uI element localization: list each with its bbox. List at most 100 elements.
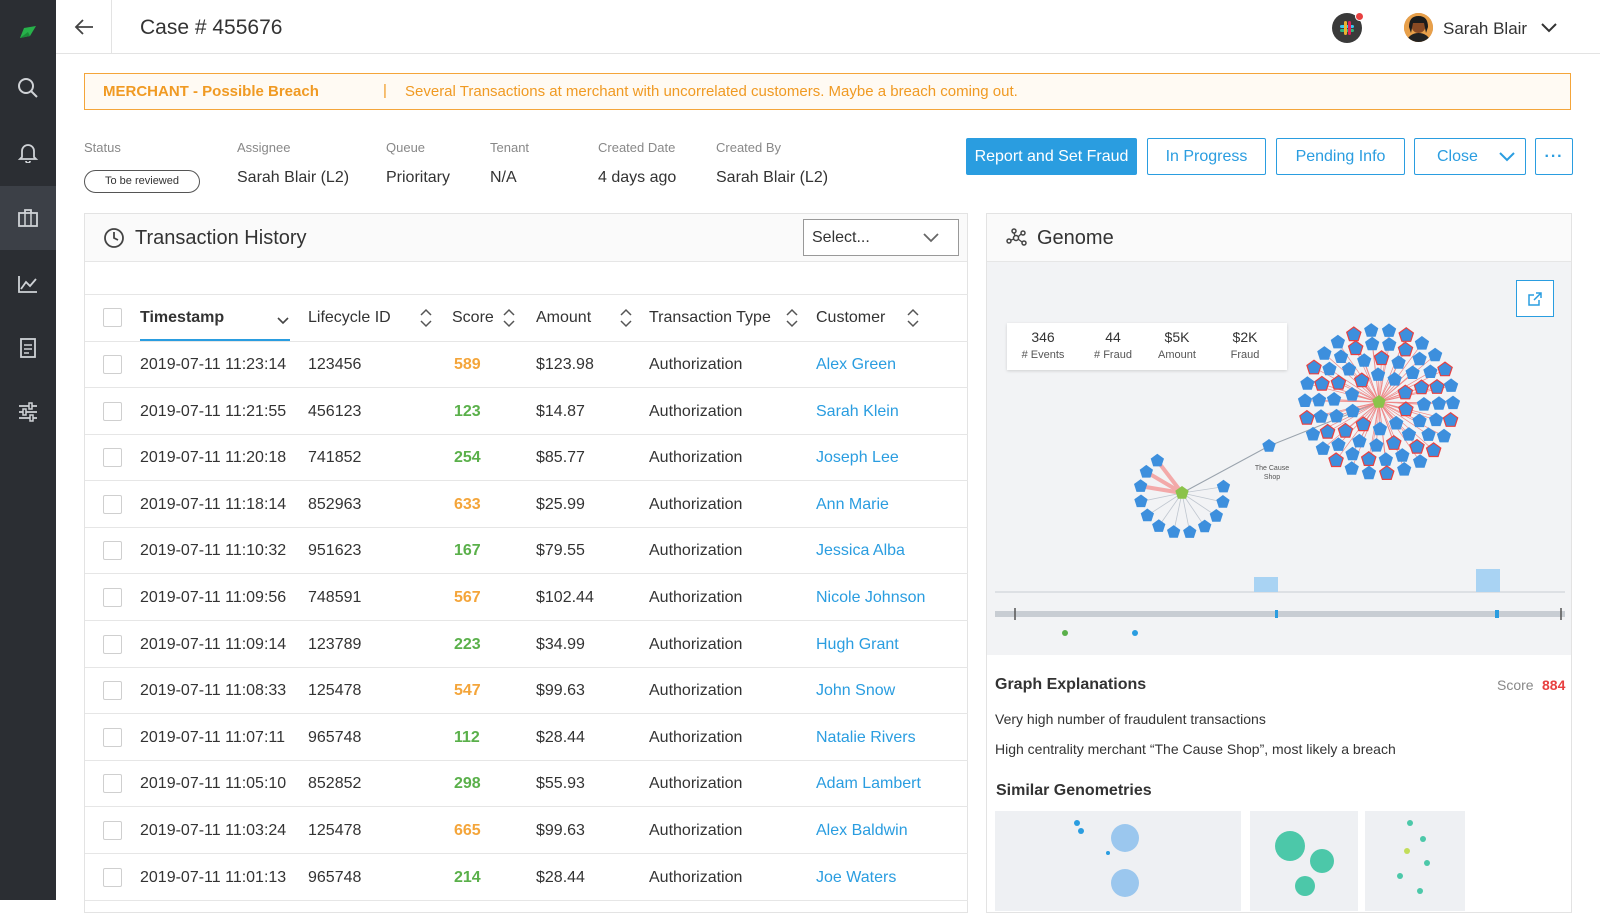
table-row[interactable]: 2019-07-11 11:01:13 965748 214 $28.44 Author… [85, 855, 968, 901]
graph-node [1389, 415, 1404, 430]
customer-link[interactable]: Jessica Alba [816, 542, 905, 560]
graph-edge [1181, 492, 1217, 517]
graph-node [1314, 375, 1330, 391]
expand-graph-button[interactable] [1516, 280, 1554, 317]
sort-icon[interactable] [786, 308, 798, 328]
row-checkbox[interactable] [103, 821, 122, 840]
customer-link[interactable]: Ann Marie [816, 495, 889, 513]
select-all-checkbox[interactable] [103, 308, 122, 327]
similar-genome-thumbnail[interactable] [1365, 811, 1465, 911]
sort-icon[interactable] [420, 308, 432, 328]
status-label: Status [84, 140, 121, 155]
customer-link[interactable]: Natalie Rivers [816, 728, 916, 746]
pending-info-button[interactable]: Pending Info [1276, 138, 1405, 175]
row-checkbox[interactable] [103, 727, 122, 747]
table-row[interactable]: 2019-07-11 11:09:14 123789 223 $34.99 Author… [85, 622, 968, 668]
graph-node [1413, 454, 1428, 468]
table-row[interactable]: 2019-07-11 11:21:55 456123 123 $14.87 Author… [85, 389, 968, 435]
avatar[interactable] [1404, 13, 1433, 42]
close-button[interactable]: Close [1414, 138, 1526, 175]
row-checkbox[interactable] [103, 541, 122, 561]
column-header-score[interactable]: Score [452, 309, 494, 326]
customer-link[interactable]: Adam Lambert [816, 775, 921, 793]
lifecycle-id-cell: 456123 [308, 402, 362, 420]
column-header-customer[interactable]: Customer [816, 309, 886, 326]
more-options-button[interactable]: ··· [1535, 138, 1573, 175]
report-fraud-button[interactable]: Report and Set Fraud [966, 138, 1137, 175]
column-header-transaction-type[interactable]: Transaction Type [649, 309, 771, 326]
sort-icon[interactable] [620, 308, 632, 328]
column-header-amount[interactable]: Amount [536, 309, 592, 326]
customer-link[interactable]: Nicole Johnson [816, 589, 926, 606]
row-checkbox[interactable] [103, 774, 122, 794]
table-row[interactable]: 2019-07-11 11:07:11 965748 112 $28.44 Author… [85, 715, 968, 761]
table-row[interactable]: 2019-07-11 11:20:18 741852 254 $85.77 Author… [85, 435, 968, 482]
timestamp-cell: 2019-07-11 11:09:14 [140, 635, 287, 653]
graph-edge [1329, 368, 1380, 403]
sort-icon[interactable] [503, 308, 515, 328]
customer-link[interactable]: Joe Waters [816, 868, 897, 886]
chevron-down-icon [923, 233, 939, 243]
user-name[interactable]: Sarah Blair [1443, 19, 1528, 38]
sidebar-item-search[interactable] [0, 56, 56, 120]
graph-node [1315, 441, 1330, 455]
row-checkbox[interactable] [103, 588, 122, 607]
lifecycle-id-cell: 965748 [308, 728, 362, 746]
row-checkbox[interactable] [103, 355, 122, 374]
thumbnail-graph [1275, 831, 1334, 896]
row-checkbox[interactable] [103, 401, 122, 421]
kpi-label: Fraud [1230, 349, 1260, 361]
table-row[interactable]: 2019-07-11 11:18:14 852963 633 $25.99 Author… [85, 482, 968, 528]
graph-node [1322, 361, 1337, 376]
sidebar-item-cases[interactable] [0, 186, 56, 250]
logo[interactable] [0, 0, 56, 64]
back-button[interactable] [56, 0, 112, 54]
genome-graph[interactable] [987, 262, 1571, 655]
similar-genome-thumbnail[interactable] [1250, 811, 1358, 911]
timestamp-cell: 2019-07-11 11:05:10 [140, 775, 287, 793]
graph-node [1140, 508, 1154, 522]
customer-link[interactable]: Alex Green [816, 356, 897, 373]
row-checkbox[interactable] [103, 681, 122, 701]
customer-link[interactable]: Hugh Grant [816, 635, 899, 653]
filter-select[interactable]: Select... [803, 219, 959, 256]
sidebar-item-analytics[interactable] [0, 252, 56, 316]
timeline-chart[interactable] [995, 562, 1565, 638]
row-checkbox[interactable] [103, 494, 122, 514]
amount-cell: $28.44 [536, 868, 585, 886]
table-row[interactable]: 2019-07-11 11:08:33 125478 547 $99.63 Author… [85, 668, 968, 715]
explanation-item: Very high number of fraudulent transacti… [995, 711, 1266, 727]
customer-link[interactable]: Alex Baldwin [816, 822, 908, 839]
graph-node [1378, 465, 1395, 480]
sidebar-item-settings[interactable] [0, 380, 56, 444]
sidebar-item-notifications[interactable] [0, 120, 56, 184]
graph-edge [1181, 492, 1223, 503]
genome-graph-area[interactable]: 346 # Events 44 # Fraud $5K Amount $2K Fraud Th… [987, 262, 1571, 655]
customer-link[interactable]: Sarah Klein [816, 402, 899, 420]
graph-node [1297, 393, 1313, 407]
in-progress-button[interactable]: In Progress [1147, 138, 1266, 175]
transaction-type-cell: Authorization [649, 495, 743, 513]
similar-genome-thumbnail[interactable] [995, 811, 1241, 911]
customer-link[interactable]: John Snow [816, 682, 896, 700]
sort-icon[interactable] [907, 308, 919, 328]
column-header-timestamp[interactable]: Timestamp [140, 309, 225, 326]
graph-edge [1173, 492, 1183, 533]
column-header-lifecycle-id[interactable]: Lifecycle ID [308, 309, 391, 326]
score-cell: 223 [454, 635, 481, 653]
user-menu-toggle[interactable] [1540, 18, 1558, 41]
score-cell: 633 [454, 495, 481, 513]
table-row[interactable]: 2019-07-11 11:05:10 852852 298 $55.93 Author… [85, 761, 968, 808]
sidebar-item-reports[interactable] [0, 316, 56, 380]
table-row[interactable]: 2019-07-11 11:10:32 951623 167 $79.55 Author… [85, 528, 968, 575]
row-checkbox[interactable] [103, 634, 122, 654]
status-badge[interactable]: To be reviewed [84, 170, 200, 193]
row-checkbox[interactable] [103, 867, 122, 887]
row-checkbox[interactable] [103, 448, 122, 468]
kpi-value: $5K [1164, 329, 1190, 345]
table-row[interactable]: 2019-07-11 11:03:24 125478 665 $99.63 Author… [85, 808, 968, 854]
customer-link[interactable]: Joseph Lee [816, 449, 899, 467]
graph-node-label: The Cause Shop [1254, 465, 1290, 481]
table-row[interactable]: 2019-07-11 11:23:14 123456 589 $123.98 Autho… [85, 342, 968, 388]
table-row[interactable]: 2019-07-11 11:09:56 748591 567 $102.44 Autho… [85, 575, 968, 621]
